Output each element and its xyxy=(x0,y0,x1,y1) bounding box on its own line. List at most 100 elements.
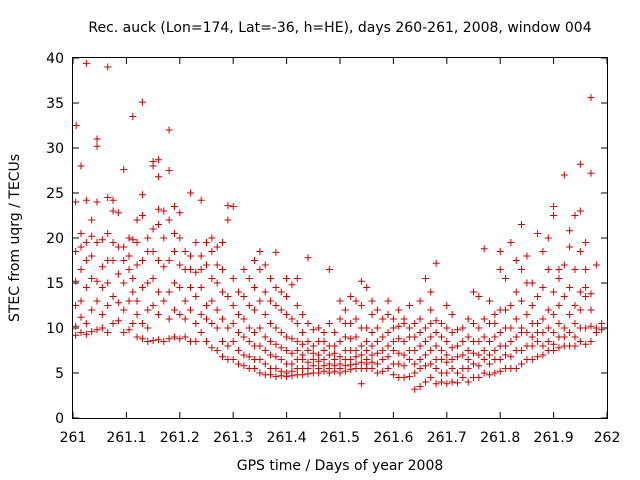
data-point xyxy=(229,302,237,309)
data-point xyxy=(331,342,339,350)
data-point xyxy=(437,347,445,354)
data-point xyxy=(219,315,227,323)
data-point xyxy=(368,329,376,336)
data-point xyxy=(82,330,90,338)
data-point xyxy=(299,371,307,379)
y-tick-label: 25 xyxy=(46,186,64,202)
data-point xyxy=(272,365,280,372)
data-point xyxy=(528,356,536,363)
data-point xyxy=(453,379,461,387)
data-point xyxy=(120,279,128,287)
data-point xyxy=(133,239,141,246)
data-point xyxy=(502,306,510,314)
data-point xyxy=(208,297,216,305)
data-point xyxy=(448,356,456,363)
data-point xyxy=(459,338,467,345)
data-point xyxy=(320,347,328,354)
data-point xyxy=(197,196,205,204)
data-point xyxy=(144,324,152,332)
data-point xyxy=(176,311,184,318)
data-point xyxy=(261,261,269,269)
data-point xyxy=(304,347,312,354)
data-point xyxy=(587,306,595,314)
data-point xyxy=(496,367,504,375)
data-point xyxy=(534,293,542,300)
data-point xyxy=(400,315,408,323)
data-point xyxy=(203,261,210,269)
data-point xyxy=(160,263,168,271)
data-point xyxy=(448,311,456,318)
data-point xyxy=(544,306,552,314)
data-point xyxy=(309,356,317,363)
data-point xyxy=(405,356,413,363)
data-point xyxy=(129,320,137,327)
data-point xyxy=(550,311,558,318)
data-point xyxy=(133,297,141,305)
data-point xyxy=(229,356,237,363)
data-point xyxy=(512,257,520,264)
data-point xyxy=(571,333,579,341)
data-point xyxy=(320,329,328,336)
data-point xyxy=(373,306,381,314)
data-point xyxy=(299,351,307,359)
y-tick-label: 20 xyxy=(46,231,64,247)
data-point xyxy=(251,306,259,314)
data-point xyxy=(165,288,173,296)
chart-title: Rec. auck (Lon=174, Lat=-36, h=HE), days… xyxy=(88,20,591,36)
data-point xyxy=(475,338,483,345)
data-point xyxy=(576,160,584,168)
data-point xyxy=(125,326,133,334)
data-point xyxy=(331,329,339,336)
data-point xyxy=(347,320,355,327)
data-point xyxy=(443,351,451,359)
data-point xyxy=(523,329,531,336)
data-point xyxy=(149,275,157,282)
data-point xyxy=(389,315,397,323)
data-point xyxy=(480,245,488,253)
data-point xyxy=(336,353,344,361)
data-point xyxy=(448,365,456,372)
data-point xyxy=(411,320,419,327)
data-point xyxy=(571,342,579,350)
data-point xyxy=(120,257,128,264)
data-point xyxy=(411,347,419,354)
data-point xyxy=(224,342,232,350)
data-point xyxy=(416,297,424,305)
data-point xyxy=(336,338,344,345)
data-point xyxy=(384,297,392,305)
data-point xyxy=(277,356,285,363)
data-point xyxy=(82,284,90,291)
data-point xyxy=(104,302,112,309)
data-point xyxy=(160,207,168,215)
data-point xyxy=(560,333,568,341)
data-point xyxy=(411,360,419,368)
data-point xyxy=(507,239,515,246)
data-point xyxy=(325,360,333,368)
data-point xyxy=(77,313,85,321)
data-point xyxy=(138,257,146,264)
data-point xyxy=(416,329,424,336)
data-point xyxy=(181,333,189,341)
data-point xyxy=(93,326,101,334)
data-point xyxy=(539,248,547,255)
data-point xyxy=(539,351,547,359)
data-point xyxy=(186,284,194,291)
data-point xyxy=(576,306,584,314)
data-point xyxy=(315,365,323,372)
data-point xyxy=(576,288,584,296)
data-point xyxy=(144,306,152,314)
data-point xyxy=(427,320,435,327)
data-point xyxy=(331,362,339,370)
data-point xyxy=(357,351,365,359)
data-point xyxy=(165,167,173,174)
data-point xyxy=(400,374,408,381)
data-point xyxy=(512,333,520,341)
data-point xyxy=(82,320,90,327)
data-point xyxy=(416,315,424,323)
data-point xyxy=(138,212,146,219)
x-tick-label: 261.2 xyxy=(160,430,200,446)
data-point xyxy=(550,347,558,354)
data-point xyxy=(592,324,600,332)
data-point xyxy=(88,328,96,336)
data-point xyxy=(427,306,435,314)
